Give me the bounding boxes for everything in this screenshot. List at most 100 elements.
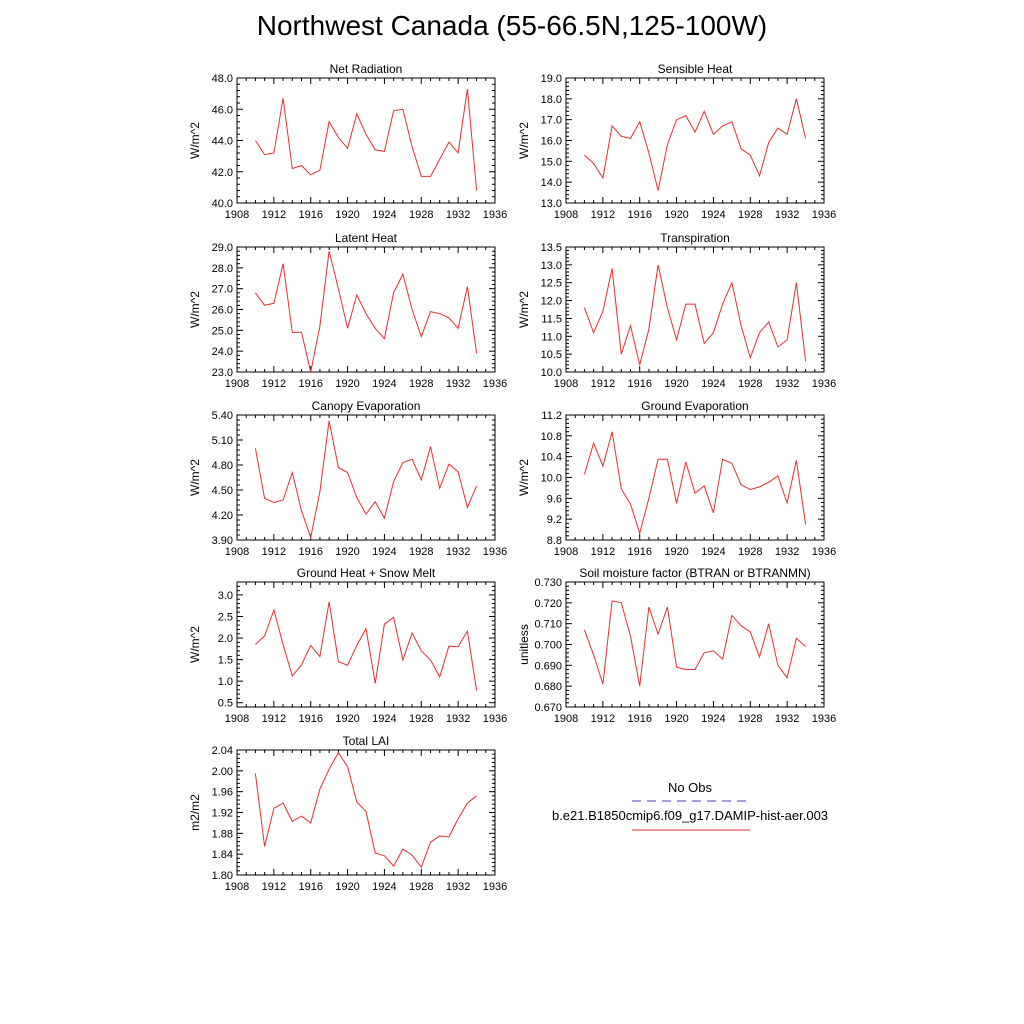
x-tick-label: 1936 (812, 378, 836, 390)
y-tick-label: 0.680 (534, 681, 562, 693)
x-tick-label: 1908 (554, 546, 578, 558)
y-tick-label: 11.0 (541, 331, 562, 343)
x-tick-label: 1932 (775, 378, 799, 390)
y-tick-label: 5.10 (212, 435, 233, 447)
y-tick-label: 8.8 (547, 535, 562, 547)
x-tick-label: 1912 (591, 209, 615, 221)
x-tick-label: 1920 (335, 881, 359, 893)
x-tick-label: 1912 (262, 546, 286, 558)
y-tick-label: 4.80 (212, 460, 233, 472)
x-tick-label: 1920 (664, 713, 688, 725)
x-tick-label: 1920 (664, 546, 688, 558)
y-tick-label: 28.0 (212, 263, 233, 275)
y-tick-label: 40.0 (212, 198, 233, 210)
x-tick-label: 1932 (775, 713, 799, 725)
panel-title: Sensible Heat (658, 62, 733, 76)
y-tick-label: 4.50 (212, 485, 233, 497)
x-tick-label: 1908 (225, 378, 249, 390)
x-tick-label: 1932 (446, 209, 470, 221)
y-tick-label: 1.96 (212, 787, 233, 799)
x-tick-label: 1916 (627, 209, 651, 221)
y-tick-label: 1.0 (218, 676, 233, 688)
y-tick-label: 42.0 (212, 167, 233, 179)
x-tick-label: 1916 (627, 546, 651, 558)
panel-title: Soil moisture factor (BTRAN or BTRANMN) (579, 566, 810, 580)
x-tick-label: 1916 (627, 378, 651, 390)
y-tick-label: 1.92 (212, 808, 233, 820)
y-tick-label: 16.0 (541, 136, 562, 148)
x-tick-label: 1912 (591, 713, 615, 725)
panel-title: Transpiration (660, 231, 730, 245)
series-line (254, 88, 478, 191)
x-tick-label: 1920 (335, 378, 359, 390)
panel-3: Transpiration W/m^2 1908 1912 1916 1920 1924 19… (517, 231, 836, 390)
y-tick-label: 9.2 (547, 514, 562, 526)
x-tick-label: 1936 (812, 546, 836, 558)
series-line (583, 264, 807, 366)
x-tick-label: 1924 (372, 209, 396, 221)
y-axis-label: unitless (517, 624, 531, 665)
plot-frame (236, 246, 496, 373)
y-tick-label: 24.0 (212, 346, 233, 358)
x-tick-label: 1928 (409, 378, 433, 390)
series-line (255, 601, 478, 691)
x-tick-label: 1912 (591, 378, 615, 390)
x-tick-label: 1920 (664, 209, 688, 221)
y-tick-label: 13.0 (541, 198, 562, 210)
y-tick-label: 5.40 (212, 410, 233, 422)
x-tick-label: 1928 (409, 881, 433, 893)
x-tick-label: 1924 (701, 209, 725, 221)
x-tick-label: 1916 (298, 713, 322, 725)
y-tick-label: 13.0 (541, 260, 562, 272)
y-tick-label: 11.5 (541, 313, 562, 325)
y-tick-label: 12.0 (541, 296, 562, 308)
x-tick-label: 1912 (262, 378, 286, 390)
y-tick-label: 23.0 (212, 367, 233, 379)
y-tick-label: 2.5 (218, 611, 233, 623)
x-tick-label: 1908 (225, 546, 249, 558)
y-tick-label: 0.730 (534, 577, 562, 589)
x-tick-label: 1912 (262, 713, 286, 725)
y-tick-label: 4.20 (212, 510, 233, 522)
y-tick-label: 0.690 (534, 660, 562, 672)
y-tick-label: 46.0 (212, 104, 233, 116)
x-tick-label: 1932 (446, 713, 470, 725)
y-tick-label: 0.700 (534, 640, 562, 652)
y-tick-label: 29.0 (212, 242, 233, 254)
y-tick-label: 3.0 (218, 590, 233, 602)
panel-title: Latent Heat (335, 231, 398, 245)
y-tick-label: 26.0 (212, 305, 233, 317)
plot-frame (236, 581, 496, 708)
x-tick-label: 1932 (446, 881, 470, 893)
panel-title: Ground Heat + Snow Melt (297, 566, 436, 580)
x-tick-label: 1932 (446, 378, 470, 390)
x-tick-label: 1920 (335, 546, 359, 558)
y-tick-label: 0.720 (534, 598, 562, 610)
y-tick-label: 1.80 (212, 870, 233, 882)
y-tick-label: 10.4 (541, 452, 562, 464)
x-tick-label: 1908 (225, 881, 249, 893)
panel-title: Total LAI (343, 734, 390, 748)
y-tick-label: 2.0 (218, 633, 233, 645)
y-tick-label: 44.0 (212, 136, 233, 148)
y-tick-label: 27.0 (212, 284, 233, 296)
x-tick-label: 1924 (372, 881, 396, 893)
x-tick-label: 1924 (372, 546, 396, 558)
y-tick-label: 1.84 (212, 849, 233, 861)
x-tick-label: 1920 (335, 209, 359, 221)
y-tick-label: 0.710 (534, 619, 562, 631)
x-tick-label: 1908 (554, 209, 578, 221)
x-tick-label: 1936 (483, 209, 507, 221)
y-tick-label: 9.6 (547, 493, 562, 505)
plot-frame (565, 581, 825, 708)
y-tick-label: 14.0 (541, 177, 562, 189)
x-tick-label: 1932 (775, 546, 799, 558)
y-tick-label: 11.2 (541, 410, 562, 422)
x-tick-label: 1908 (554, 378, 578, 390)
x-tick-label: 1916 (298, 378, 322, 390)
y-tick-label: 0.5 (218, 698, 233, 710)
y-tick-label: 2.04 (212, 745, 233, 757)
series-line (254, 420, 478, 540)
